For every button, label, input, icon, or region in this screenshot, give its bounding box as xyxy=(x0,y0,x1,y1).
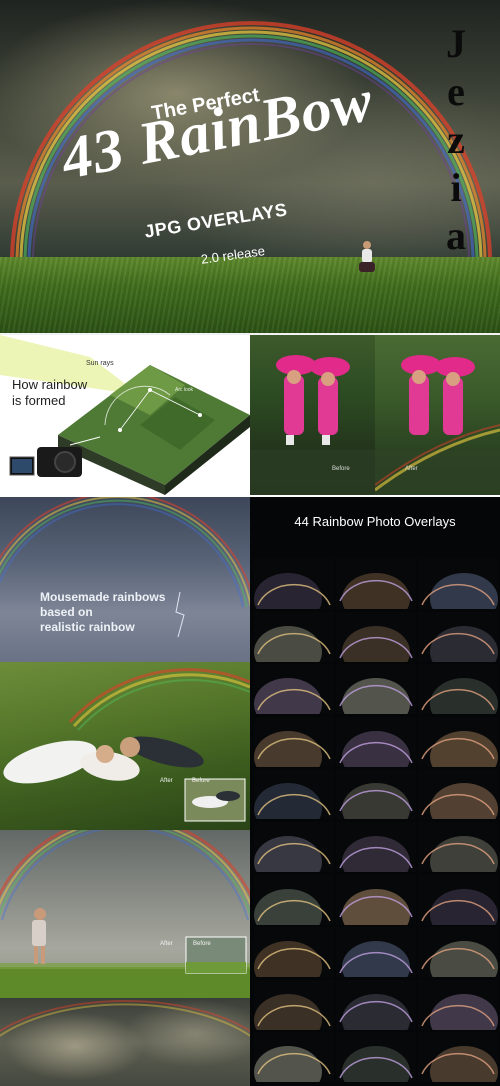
overlay-grid-title: 44 Rainbow Photo Overlays xyxy=(294,514,456,529)
overlay-thumbnail xyxy=(254,769,334,820)
sun-rays-label: Sun rays xyxy=(86,360,114,367)
wedding-after-label: After xyxy=(160,778,173,784)
overlay-thumbnail xyxy=(418,927,498,978)
before-label: Before xyxy=(332,466,350,472)
overlay-thumbnail xyxy=(336,874,416,925)
hero-figure xyxy=(359,241,375,272)
woman-before-label: Before xyxy=(193,941,211,947)
overlay-thumbnail xyxy=(336,716,416,767)
after-label: After xyxy=(405,466,418,472)
watermark-letter: z xyxy=(447,117,465,162)
kids-after-illustration xyxy=(375,355,500,495)
kids-after-image: After xyxy=(375,335,500,495)
overlay-thumbnail xyxy=(418,664,498,715)
overlay-thumbnail xyxy=(336,611,416,662)
woman-after-label: After xyxy=(160,941,173,947)
mousemade-label: Mousemade rainbows based on realistic ra… xyxy=(40,590,165,635)
watermark: J e z i a xyxy=(438,20,474,260)
hero-rainbow-arc xyxy=(10,21,492,263)
watermark-letter: a xyxy=(446,213,466,258)
overlay-thumbnail xyxy=(254,611,334,662)
overlay-thumbnail xyxy=(418,769,498,820)
arc-label: Arc look xyxy=(175,387,194,393)
kids-before-image: Before xyxy=(250,335,375,495)
overlay-thumbnail xyxy=(418,822,498,872)
overlay-thumbnail xyxy=(418,559,498,609)
watermark-letter: i xyxy=(450,165,462,210)
hero-banner: The Perfect 43 RainBow JPG OVERLAYS 2.0 … xyxy=(0,0,500,333)
mousemade-line3: realistic rainbow xyxy=(40,620,135,634)
terrain-label-line1: How rainbow xyxy=(12,377,88,392)
watermark-letter: e xyxy=(447,69,465,114)
mousemade-rainbow-arc xyxy=(0,497,250,638)
mousemade-line2: based on xyxy=(40,605,93,619)
wedding-illustration xyxy=(3,668,250,822)
kids-before-after-panel: Before After xyxy=(250,335,500,495)
overlay-thumbnail xyxy=(336,769,416,820)
wedding-panel: After Before xyxy=(0,662,250,830)
overlay-thumbnail xyxy=(336,664,416,715)
woman-illustration xyxy=(0,830,250,998)
kids-before-illustration xyxy=(250,355,375,495)
overlay-thumbnail xyxy=(418,1032,498,1083)
overlay-thumbnail xyxy=(336,979,416,1030)
overlay-thumbnail xyxy=(336,1032,416,1083)
overlay-thumbnail xyxy=(254,1032,334,1083)
hero-grass-texture xyxy=(0,257,500,333)
terrain-label-line2: is formed xyxy=(12,393,66,408)
overlay-thumbnail xyxy=(254,874,334,925)
overlay-thumbnail xyxy=(418,979,498,1030)
terrain-diagram-panel: How rainbow is formed Sun rays Arc look xyxy=(0,335,250,495)
overlay-thumbnail xyxy=(336,927,416,978)
clouds-panel xyxy=(0,998,250,1086)
overlay-thumbnail xyxy=(254,716,334,767)
overlay-thumbnail xyxy=(336,559,416,609)
terrain-illustration xyxy=(0,335,250,495)
wedding-before-label: Before xyxy=(192,778,210,784)
separator xyxy=(0,333,500,335)
overlay-thumbnail xyxy=(336,822,416,872)
mousemade-line1: Mousemade rainbows xyxy=(40,590,166,604)
overlay-thumbnail xyxy=(254,559,334,609)
mousemade-rainbow-panel: Mousemade rainbows based on realistic ra… xyxy=(0,497,250,662)
watermark-letter: J xyxy=(446,21,466,66)
overlay-thumbnail xyxy=(418,716,498,767)
hero-grass xyxy=(0,257,500,333)
terrain-label: How rainbow is formed xyxy=(12,377,122,409)
overlay-thumbnail xyxy=(418,874,498,925)
overlay-grid-panel: 44 Rainbow Photo Overlays xyxy=(250,497,500,1086)
overlay-thumbnail xyxy=(254,927,334,978)
overlay-thumbnail xyxy=(254,979,334,1030)
overlay-thumbnail xyxy=(254,822,334,872)
clouds-rainbow-arc xyxy=(0,999,250,1037)
overlay-thumbnail xyxy=(418,611,498,662)
overlay-thumbnail xyxy=(254,664,334,715)
woman-field-panel: After Before xyxy=(0,830,250,998)
